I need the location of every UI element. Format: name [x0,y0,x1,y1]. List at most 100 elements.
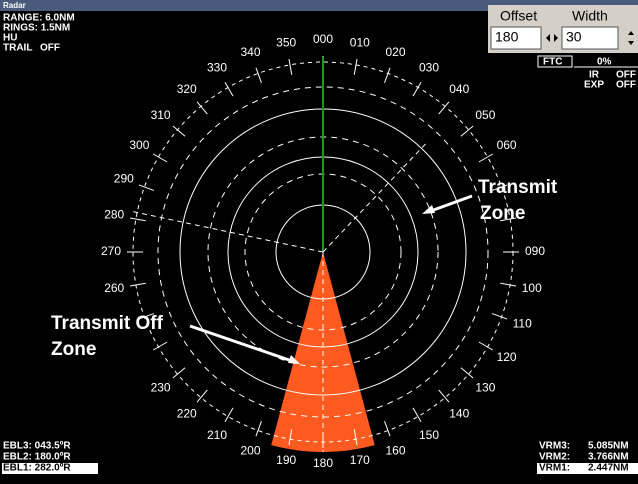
bearing-label: 340 [240,45,260,59]
transmit-off-label: Zone [51,339,96,360]
bearing-label: 010 [350,35,370,49]
offset-input[interactable] [490,26,542,50]
bearing-label: 300 [129,138,149,152]
bearing-label: 060 [497,138,517,152]
bearing-tick [138,184,155,191]
width-label: Width [572,8,608,24]
transmit-off-label: Transmit Off [51,313,164,334]
transmit-zone-label: Transmit [478,177,558,198]
bearing-tick [478,341,493,351]
rings: RINGS: 1.5NM [3,23,70,34]
vrm-label: VRM3: [539,441,570,452]
bearing-label: 230 [151,380,171,394]
bearing-tick [172,367,186,379]
vrm-label: VRM2: [539,452,570,463]
bearing-label: 320 [177,82,197,96]
bearing-label: 030 [419,61,439,75]
bearing-label: 180 [313,456,333,470]
bearing-label: 290 [114,172,134,186]
bearing-label: 280 [104,207,124,221]
bearing-tick [153,341,168,351]
ir-label: IR [589,70,600,81]
radar-display: 000 010 020 030 040 050 060 090 100 110 120 130 140 1… [101,32,545,470]
bearing-label: 050 [475,108,495,122]
vrm-label: VRM1: [539,463,570,474]
arrow [189,324,293,363]
bearing-label: 090 [525,244,545,258]
bearing-tick [288,429,293,446]
bearing-label: 040 [449,82,469,96]
ebl-readout: EBL2: 180.0ºR [3,452,71,463]
bearing-tick [438,101,450,115]
bearing-tick [353,58,358,75]
trail-value: OFF [40,43,60,54]
bearing-tick [196,389,208,403]
bearing-tick [412,407,422,422]
bearing-label: 350 [276,35,296,49]
bearing-label: 000 [313,32,333,46]
bearing-tick [138,313,155,320]
bearing-tick [491,184,508,191]
bearing-tick [460,125,474,137]
bearing-label: 170 [350,453,370,467]
bearing-label: 260 [104,281,124,295]
bearing-tick [255,420,262,437]
exp-value: OFF [616,80,636,91]
offset-label: Offset [500,8,537,24]
bearing-tick [129,217,146,222]
ir-value: OFF [616,70,636,81]
bearing-label: 100 [522,281,542,295]
bearing-tick [478,153,493,163]
bearing-label: 310 [151,108,171,122]
width-input[interactable] [561,26,619,50]
bearing-tick [255,67,262,84]
bearing-label: 110 [513,317,532,331]
bearing-label: 190 [276,453,296,467]
bearing-label: 330 [207,61,227,75]
bearing-label: 020 [385,45,405,59]
bearing-tick [153,153,168,163]
bearing-tick [438,389,450,403]
bearing-tick [460,367,474,379]
ebl-highlight [2,463,98,474]
bearing-label: 200 [240,443,260,457]
bearing-label: 140 [449,407,469,421]
bearing-label: 120 [497,350,517,364]
ftc-box [537,55,573,68]
width-spinner[interactable] [628,31,634,45]
bearing-tick [491,313,508,320]
bearing-tick [288,58,293,75]
ebl-line [322,142,427,253]
exp-label: EXP [584,80,604,91]
bearing-label: 150 [419,428,439,442]
vrm-value: 5.085NM [588,441,629,452]
orientation: HU [3,33,17,44]
bearing-tick [384,420,391,437]
ftc-value: 0% [597,57,612,68]
bearing-label: 160 [385,443,405,457]
title-bar [0,0,638,11]
offset-spinner[interactable] [546,34,558,42]
transmit-zone-label: Zone [480,203,525,224]
bearing-tick [129,282,146,287]
bearing-tick [172,125,186,137]
width-value: 30 [566,29,582,45]
range: RANGE: 6.0NM [3,13,75,24]
bearing-tick [224,407,234,422]
vrm-value: 3.766NM [588,452,629,463]
arrowhead [288,355,300,364]
bearing-tick [196,101,208,115]
ebl-readout: EBL1: 282.0ºR [3,463,71,474]
vrm-value: 2.447NM [588,463,629,474]
arrowhead [422,205,435,214]
ftc-label: FTC [543,57,562,68]
vrm-highlight [537,463,638,474]
offset-value: 180 [495,29,519,45]
bearing-label: 130 [475,380,495,394]
bearing-tick [500,282,517,287]
vrm-ring [157,86,489,418]
bearing-tick [384,67,391,84]
bearing-tick [353,429,358,446]
